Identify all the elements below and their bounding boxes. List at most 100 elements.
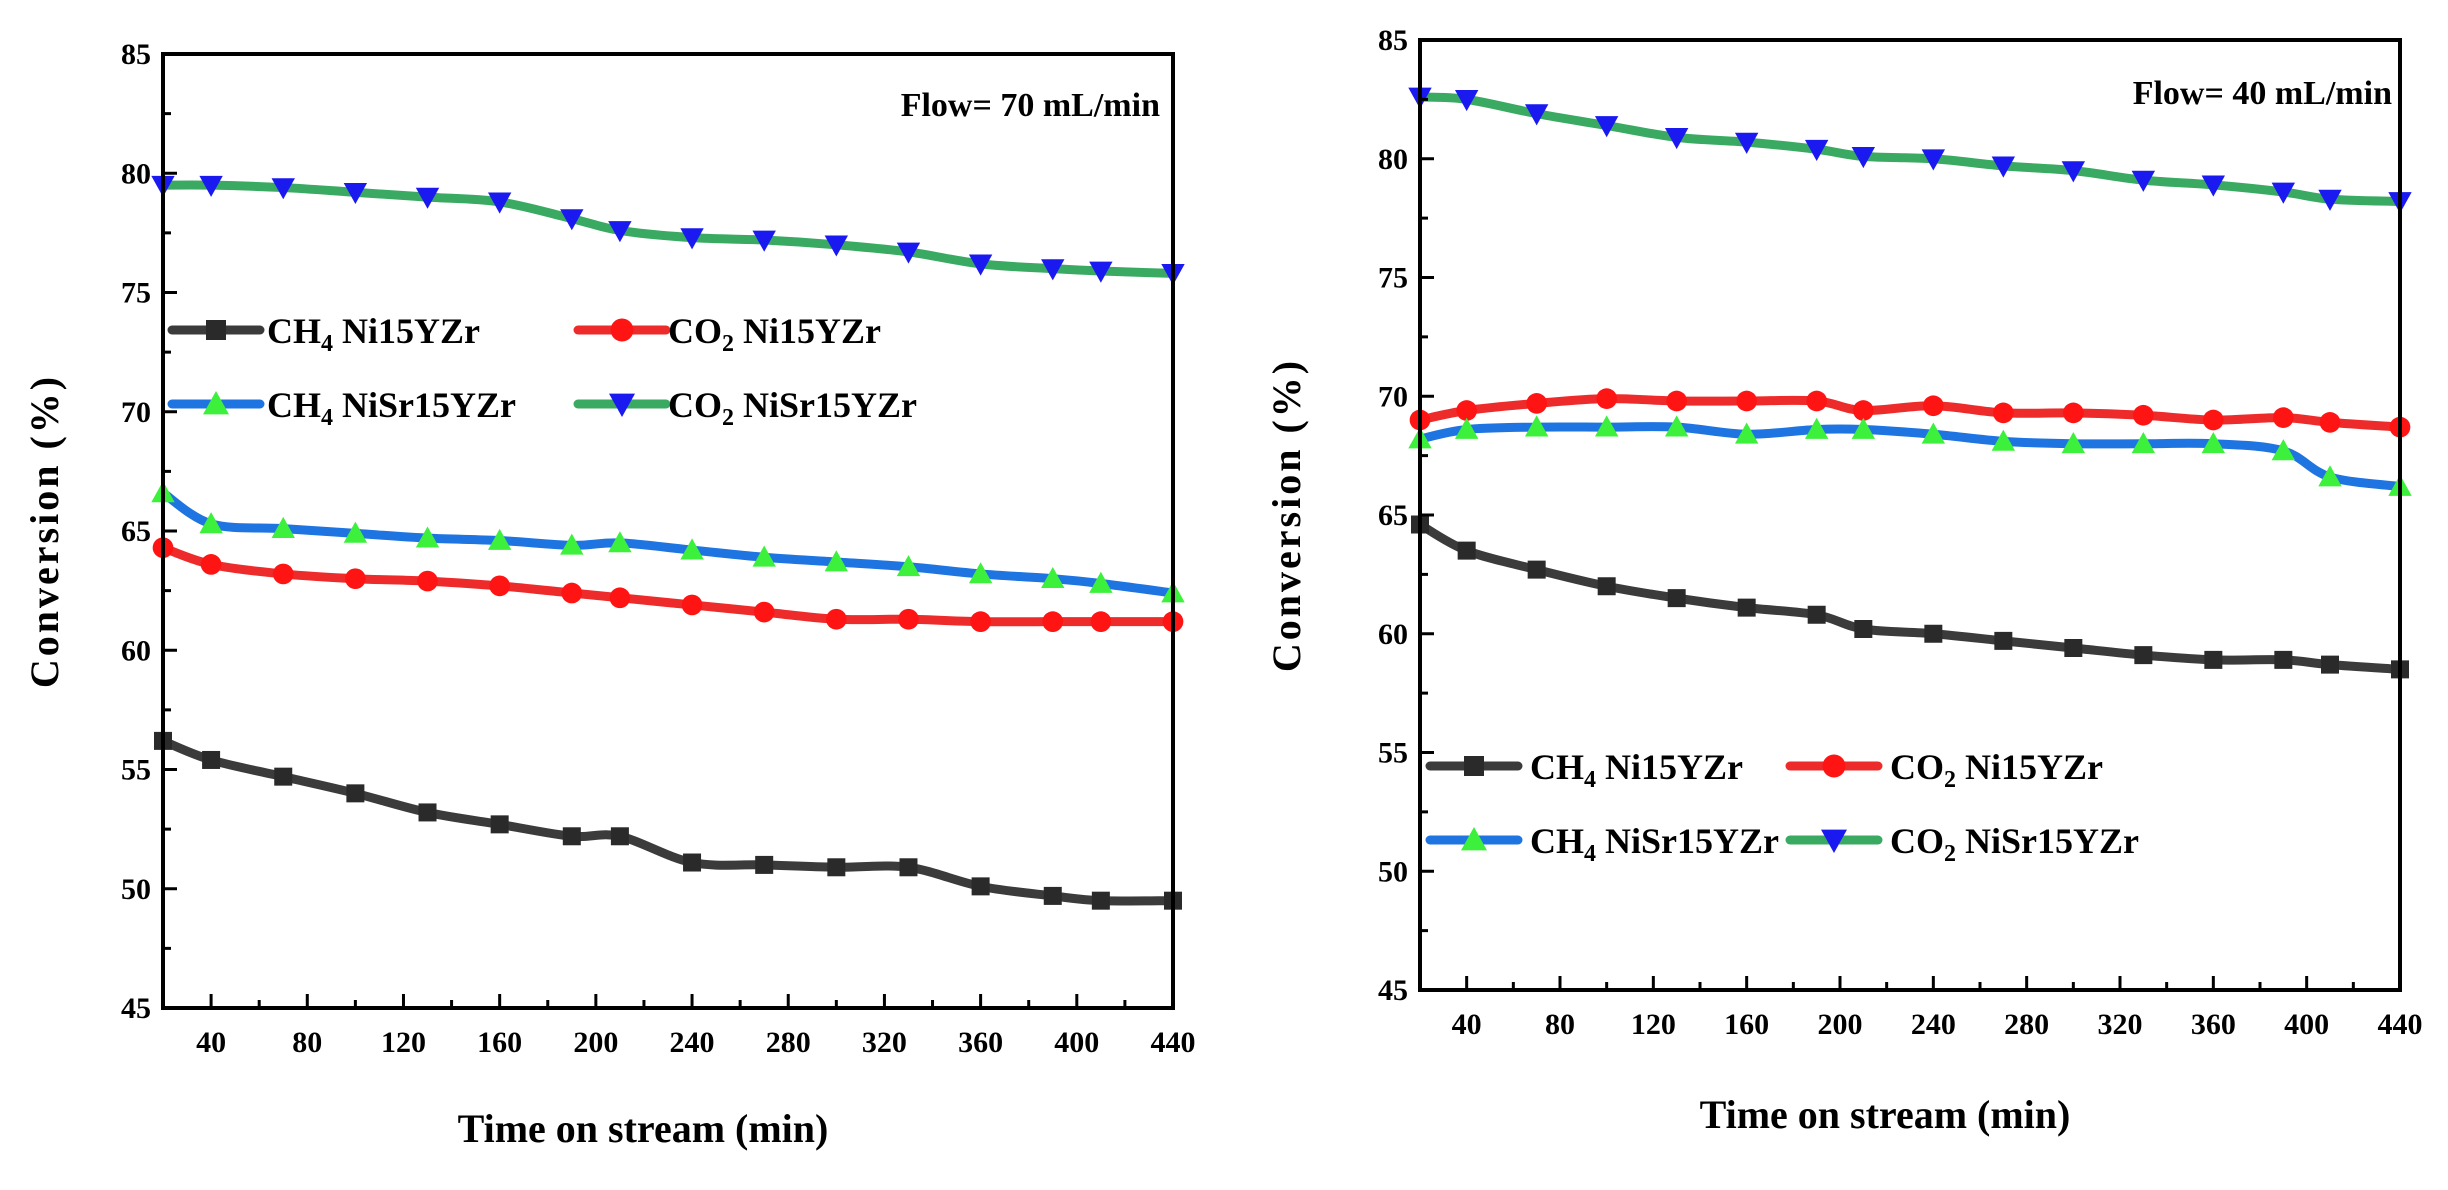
data-point-co2_nisr — [1089, 261, 1113, 283]
x-tick-label: 80 — [292, 1026, 322, 1059]
data-point-ch4_ni — [899, 858, 918, 877]
data-point-co2_ni — [1456, 400, 1478, 421]
legend-marker — [610, 318, 634, 342]
x-tick-label: 160 — [1724, 1008, 1769, 1041]
series-line-ch4_ni — [1415, 520, 2405, 674]
x-tick-label: 240 — [670, 1026, 715, 1059]
x-tick-label: 280 — [766, 1026, 811, 1059]
x-tick-label: 40 — [1452, 1008, 1482, 1041]
data-point-ch4_ni — [1043, 886, 1062, 905]
data-point-ch4_ni — [1924, 624, 1943, 643]
flow-annotation: Flow= 40 mL/min — [2133, 75, 2392, 112]
data-point-co2_nisr — [271, 178, 295, 200]
x-tick-label: 160 — [477, 1026, 522, 1059]
x-tick-label: 280 — [2004, 1008, 2049, 1041]
legend-label: CH4 Ni15YZr — [267, 311, 480, 357]
data-point-co2_ni — [753, 601, 775, 623]
y-tick-label: 45 — [121, 992, 151, 1025]
data-point-co2_ni — [489, 575, 511, 597]
data-point-ch4_nisr — [2271, 439, 2296, 461]
y-tick-label: 55 — [1378, 737, 1408, 770]
data-point-ch4_nisr — [271, 516, 295, 538]
y-tick-label: 60 — [1378, 618, 1408, 651]
legend-entry-co2_nisr: CO2 NiSr15YZr — [1785, 821, 2139, 867]
data-point-ch4_ni — [1597, 577, 1616, 596]
data-point-ch4_nisr — [1804, 417, 1829, 439]
data-point-ch4_nisr — [1921, 422, 1946, 444]
x-tick-label: 40 — [196, 1026, 226, 1059]
x-axis-label: Time on stream (min) — [1700, 1092, 2071, 1137]
data-point-ch4_nisr — [1041, 567, 1065, 589]
x-tick-label: 360 — [2191, 1008, 2236, 1041]
x-tick-label: 240 — [1911, 1008, 1956, 1041]
data-point-co2_ni — [825, 608, 847, 630]
data-point-ch4_nisr — [2131, 432, 2156, 454]
series-line-ch4_nisr — [158, 488, 1178, 598]
x-tick-label: 400 — [2284, 1008, 2329, 1041]
x-tick-label: 120 — [381, 1026, 426, 1059]
data-point-ch4_ni — [1994, 631, 2013, 650]
data-point-ch4_nisr — [824, 550, 849, 572]
data-point-ch4_ni — [827, 858, 846, 877]
data-point-co2_nisr — [343, 182, 368, 205]
data-point-co2_nisr — [1991, 156, 2016, 178]
data-point-co2_ni — [898, 608, 919, 630]
legend-entry-ch4_ni: CH4 Ni15YZr — [167, 311, 480, 357]
legend-marker — [1461, 827, 1487, 851]
data-point-ch4_nisr — [752, 545, 776, 567]
data-point-ch4_nisr — [968, 562, 993, 584]
data-point-ch4_nisr — [487, 528, 512, 550]
legend-marker — [609, 393, 635, 417]
data-point-ch4_ni — [1457, 541, 1476, 560]
data-point-co2_ni — [1526, 393, 1548, 414]
data-point-ch4_nisr — [1991, 429, 2016, 451]
y-tick-label: 85 — [1378, 24, 1408, 57]
data-point-ch4_ni — [202, 750, 221, 769]
x-tick-label: 320 — [862, 1026, 907, 1059]
legend-label: CH4 Ni15YZr — [1530, 747, 1743, 793]
legend-label: CO2 Ni15YZr — [1890, 747, 2103, 793]
series-line-co2_nisr — [1415, 92, 2405, 206]
y-tick-label: 80 — [121, 157, 151, 190]
data-point-co2_nisr — [1041, 259, 1065, 281]
legend-entry-co2_nisr: CO2 NiSr15YZr — [573, 385, 917, 431]
data-point-ch4_ni — [1854, 620, 1873, 638]
data-point-ch4_nisr — [896, 555, 921, 577]
data-point-ch4_ni — [971, 877, 990, 896]
y-tick-label: 65 — [1378, 499, 1408, 532]
data-point-co2_ni — [345, 568, 366, 590]
y-tick-label: 70 — [121, 396, 151, 429]
data-point-co2_nisr — [824, 235, 849, 257]
data-point-co2_ni — [1736, 390, 1758, 412]
y-tick-label: 80 — [1378, 143, 1408, 176]
legend-entry-co2_ni: CO2 Ni15YZr — [1785, 747, 2103, 793]
data-point-ch4_ni — [1807, 605, 1826, 624]
legend-entry-ch4_nisr: CH4 NiSr15YZr — [167, 385, 516, 431]
data-point-ch4_nisr — [680, 538, 704, 560]
legend-label: CO2 Ni15YZr — [668, 311, 881, 357]
legend-label: CO2 NiSr15YZr — [1890, 821, 2139, 867]
legend-entry-co2_ni: CO2 Ni15YZr — [573, 311, 881, 357]
data-point-co2_ni — [1666, 390, 1688, 412]
data-point-ch4_nisr — [2201, 432, 2226, 454]
data-point-co2_nisr — [1804, 139, 1829, 161]
x-tick-label: 200 — [1818, 1008, 1863, 1041]
y-tick-label: 50 — [1378, 855, 1408, 888]
data-point-ch4_ni — [1527, 560, 1546, 579]
flow-annotation: Flow= 70 mL/min — [901, 87, 1160, 124]
series-line-co2_ni — [1415, 394, 2405, 432]
data-point-co2_nisr — [199, 175, 223, 197]
series-line-co2_ni — [158, 543, 1178, 627]
data-point-ch4_ni — [274, 767, 293, 786]
data-point-co2_ni — [272, 563, 294, 585]
data-point-ch4_nisr — [1524, 415, 1549, 437]
y-tick-label: 55 — [121, 754, 151, 787]
legend-marker — [206, 320, 226, 340]
data-point-co2_nisr — [1734, 132, 1759, 154]
y-tick-label: 75 — [121, 277, 151, 310]
legend-label: CO2 NiSr15YZr — [668, 385, 917, 431]
data-point-co2_ni — [2202, 409, 2224, 431]
legend-marker — [203, 391, 229, 415]
data-point-ch4_ni — [2134, 646, 2153, 665]
data-point-co2_ni — [417, 570, 438, 592]
